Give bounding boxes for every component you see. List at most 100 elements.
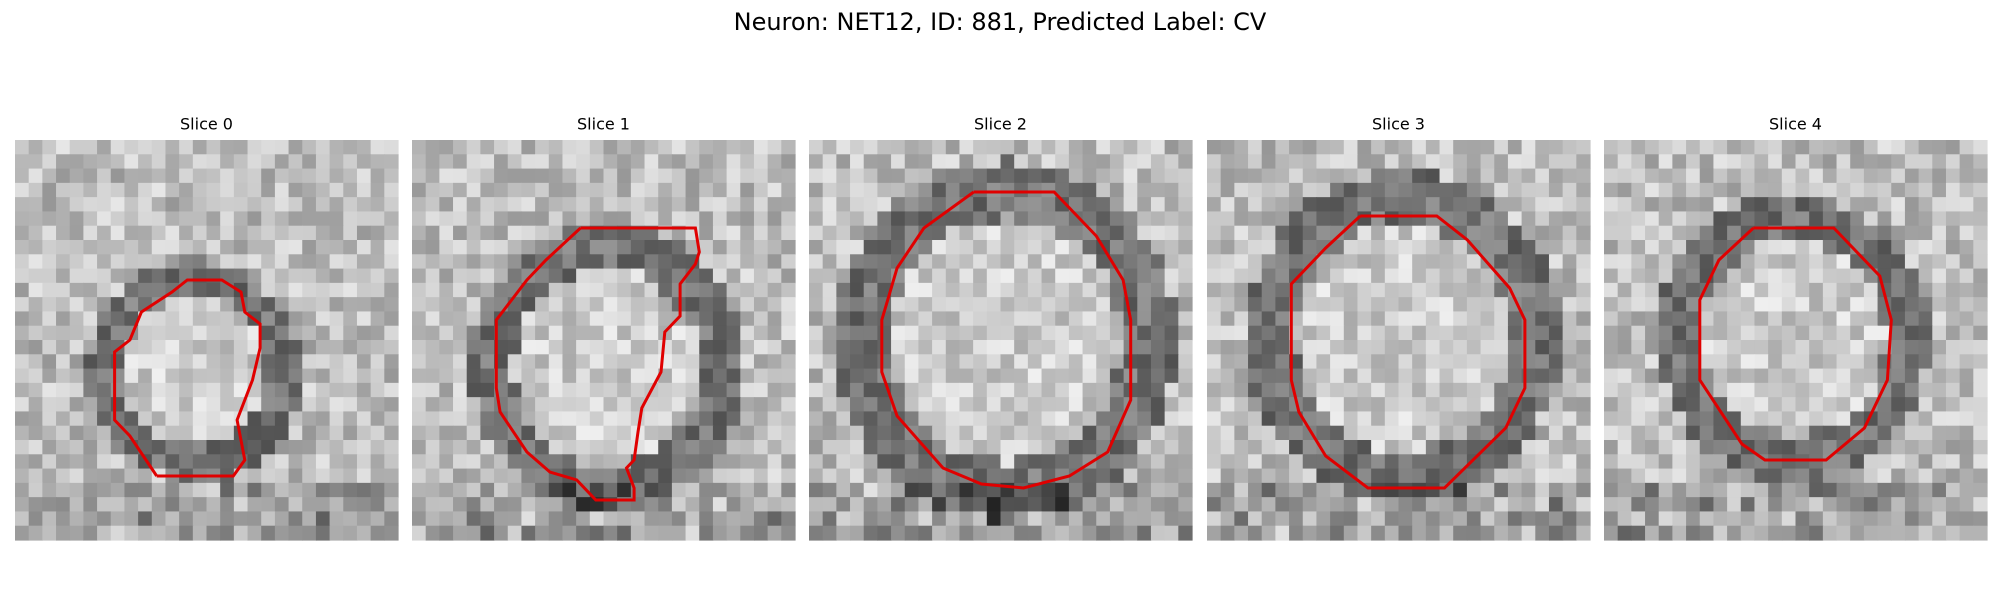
pixel [1109,240,1125,255]
pixel [562,325,577,341]
pixel [138,182,153,198]
pixel [1754,268,1769,284]
pixel [1945,482,1961,498]
pixel [69,254,84,270]
pixel [945,297,961,313]
pixel [83,397,98,413]
pixel [151,397,167,413]
pixel [151,411,167,427]
pixel [480,382,495,398]
pixel [1904,454,1920,470]
pixel [1877,225,1892,241]
pixel [1809,382,1824,398]
pixel [1207,368,1222,384]
pixel [1740,311,1756,327]
pixel [1576,325,1591,341]
pixel [1686,511,1701,527]
pixel [1150,354,1166,370]
pixel [1412,311,1427,327]
pixel [1096,268,1111,284]
pixel [356,368,372,384]
pixel [863,354,878,370]
pixel [1576,225,1591,241]
pixel [453,182,468,198]
pixel [1164,168,1179,184]
pixel [535,268,550,284]
pixel [1234,254,1249,270]
pixel [836,425,851,441]
pixel [69,497,84,513]
pixel [15,297,30,313]
pixel [453,311,468,327]
pixel [589,297,605,313]
pixel [1932,211,1947,227]
pixel [1412,168,1427,184]
pixel [877,211,892,227]
pixel [767,354,782,370]
pixel [261,182,276,198]
pixel [1617,282,1632,298]
pixel [767,168,782,184]
pixel [726,325,741,341]
pixel [165,211,180,227]
pixel [56,382,71,398]
pixel [274,268,290,284]
pixel [836,282,851,298]
pixel [945,254,961,270]
pixel [1000,311,1015,327]
pixel [1604,268,1619,284]
pixel [220,382,235,398]
pixel [1384,525,1400,541]
pixel [1000,268,1015,284]
pixel [1082,211,1097,227]
pixel [439,354,454,370]
pixel [1439,454,1454,470]
pixel [589,197,605,213]
pixel [753,354,769,370]
pixel [685,425,700,441]
pixel [973,140,988,155]
pixel [1631,168,1646,184]
pixel [1082,397,1097,413]
pixel [1507,454,1523,470]
pixel [1371,140,1386,155]
pixel [603,240,618,255]
pixel [1275,468,1290,484]
pixel [822,382,837,398]
pixel [69,468,84,484]
pixel [1494,282,1509,298]
pixel [863,382,878,398]
pixel [712,325,728,341]
pixel [1918,482,1933,498]
pixel [206,354,221,370]
pixel [370,525,385,541]
pixel [1343,511,1359,527]
pixel [1000,154,1015,170]
pixel [945,268,961,284]
pixel [1041,482,1056,498]
pixel [507,140,523,155]
pixel [1234,282,1249,298]
pixel [1275,368,1290,384]
pixel [439,382,454,398]
pixel [165,240,180,255]
pixel [356,525,372,541]
pixel [1164,454,1179,470]
pixel [1809,454,1824,470]
pixel [1672,511,1687,527]
pixel [1494,368,1509,384]
pixel [206,425,221,441]
pixel [959,211,974,227]
pixel [28,525,43,541]
pixel [1918,168,1933,184]
pixel [562,254,577,270]
pixel [986,182,1002,198]
pixel [1686,354,1701,370]
pixel [329,440,344,455]
pixel [603,454,618,470]
pixel [274,511,290,527]
pixel [1631,240,1646,255]
pixel [453,197,468,213]
pixel [1425,411,1441,427]
pixel [370,497,385,513]
